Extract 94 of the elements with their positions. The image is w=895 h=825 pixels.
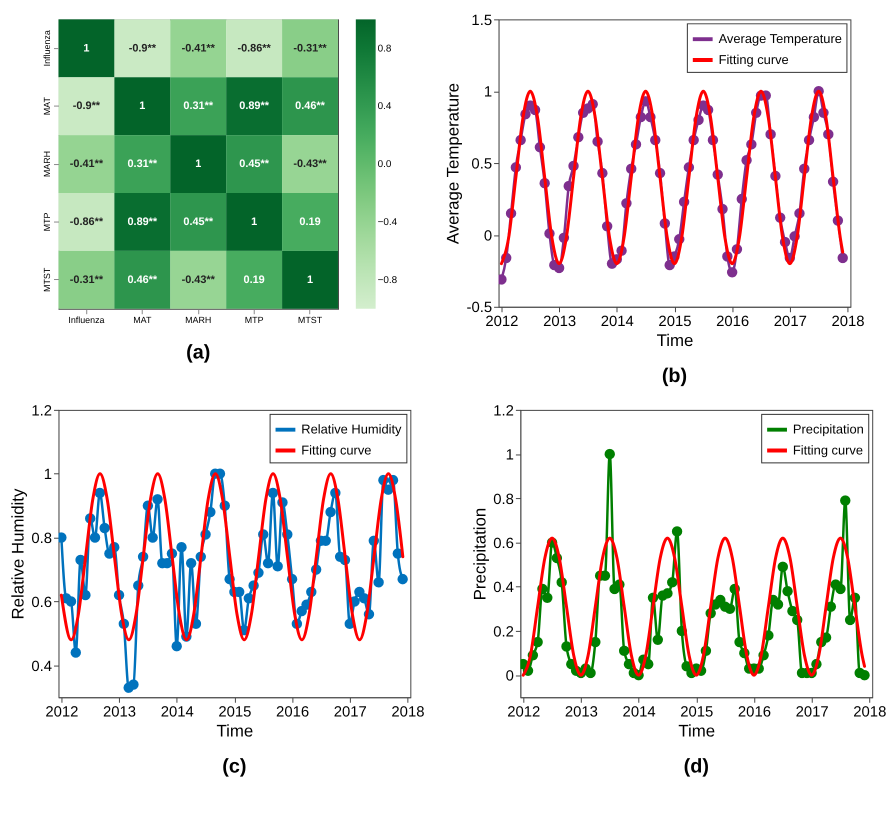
data-label: -0.9** [72, 100, 101, 112]
y-tick-label: 1 [484, 84, 492, 101]
y-tick-label: -0.5 [466, 300, 492, 316]
data-label: -0.43** [182, 274, 216, 286]
y-tick-label: 0.6 [31, 594, 52, 611]
color-bar-label: 0.8 [378, 43, 392, 54]
color-bar-label: −0.4 [378, 216, 398, 228]
x-tick-label: 2018 [853, 704, 886, 721]
x-tick-label: 2015 [680, 704, 714, 721]
y-tick-label: MTP [42, 212, 52, 232]
x-tick-label: 2014 [622, 704, 656, 721]
y-tick-label: 0.5 [471, 156, 492, 173]
legend-label: Fitting curve [301, 442, 372, 458]
x-tick-label: 2012 [507, 704, 540, 721]
data-label: -0.31** [70, 274, 104, 286]
data-label: -0.41** [182, 42, 216, 54]
data-label: 0.89** [239, 100, 270, 112]
legend-label: Relative Humidity [301, 422, 402, 437]
y-tick-label: 1 [506, 448, 514, 464]
y-tick-label: 0.8 [31, 531, 52, 548]
y-tick-label: Influenza [42, 30, 52, 66]
y-tick-label: 1.5 [471, 12, 492, 29]
y-tick-label: 0.8 [493, 492, 514, 508]
text: (a) [186, 341, 210, 364]
y-tick-label: 0.4 [31, 658, 52, 675]
y-tick-label: MAT [42, 96, 52, 116]
y-tick-label: 1 [44, 467, 52, 484]
x-tick-label: 2018 [391, 704, 424, 721]
y-tick-label: 1.2 [31, 403, 52, 420]
legend-label: Fitting curve [718, 52, 789, 67]
x-tick-label: MARH [185, 315, 212, 326]
data-label: -0.86** [237, 42, 272, 54]
x-tick-label: 2013 [543, 314, 576, 330]
x-tick-label: 2013 [103, 704, 136, 721]
data-label: 0.46** [295, 100, 326, 112]
data-label: -0.43** [293, 158, 328, 170]
data-label: 1 [195, 158, 202, 170]
x-tick-label: MAT [133, 315, 152, 326]
x-axis-title: Time [216, 721, 254, 740]
y-tick-label: 0.6 [493, 536, 514, 552]
x-tick-label: 2016 [276, 704, 310, 721]
data-label: 0.19 [244, 274, 265, 286]
y-tick-label: 0.4 [493, 580, 514, 596]
data-label: 1 [251, 216, 258, 228]
x-tick-label: 2014 [600, 314, 634, 330]
data-label: 0.46** [127, 274, 158, 286]
legend-label: Fitting curve [792, 442, 864, 458]
data-label: -0.86** [70, 216, 104, 228]
y-tick-label: MTST [42, 267, 52, 292]
data-label: 1 [307, 274, 314, 286]
data-label: -0.31** [293, 42, 328, 54]
x-tick-label: 2012 [45, 704, 78, 721]
x-axis-title: Time [656, 330, 694, 350]
x-tick-label: 2014 [160, 704, 194, 721]
x-tick-label: MTST [298, 315, 323, 326]
y-tick-label: 1.2 [493, 403, 514, 420]
data-label: -0.41** [70, 158, 104, 170]
x-tick-label: 2018 [831, 314, 865, 330]
x-tick-label: 2015 [658, 314, 692, 330]
y-tick-label: 0 [506, 668, 514, 685]
data-label: 0.31** [127, 158, 158, 170]
data-label: 0.31** [183, 100, 214, 112]
y-tick-label: MARH [42, 150, 52, 178]
x-tick-label: 2015 [218, 704, 252, 721]
x-tick-label: Influenza [68, 315, 105, 326]
data-label: 0.45** [183, 216, 214, 228]
legend-label: Precipitation [792, 422, 864, 437]
color-bar-label: −0.8 [378, 274, 398, 286]
data-label: 0.45** [239, 158, 270, 170]
x-tick-label: 2017 [774, 314, 807, 330]
y-axis-title: Average Temperature [444, 82, 463, 244]
x-tick-label: 2016 [738, 704, 771, 721]
y-tick-label: 0.2 [493, 624, 514, 640]
data-label: 1 [83, 42, 90, 54]
data-label: -0.9** [128, 42, 157, 54]
data-label: 1 [139, 100, 146, 112]
text: (b) [662, 365, 688, 388]
x-tick-label: 2017 [796, 704, 829, 721]
x-tick-label: 2016 [716, 314, 750, 330]
y-axis-title: Relative Humidity [8, 488, 28, 620]
y-tick-label: 0 [484, 228, 492, 244]
text: (c) [222, 756, 247, 778]
color-bar-label: 0.4 [378, 101, 392, 112]
x-tick-label: 2013 [564, 704, 598, 721]
x-tick-label: 2012 [485, 314, 518, 330]
x-tick-label: MTP [244, 315, 264, 326]
legend-label: Average Temperature [718, 31, 842, 46]
data-label: 0.89** [127, 216, 158, 228]
text: (d) [684, 756, 709, 778]
color-bar-label: 0.0 [378, 159, 392, 170]
x-axis-title: Time [678, 721, 716, 740]
y-axis-title: Precipitation [470, 508, 490, 600]
data-label: 0.19 [299, 216, 321, 228]
x-tick-label: 2017 [334, 704, 367, 721]
